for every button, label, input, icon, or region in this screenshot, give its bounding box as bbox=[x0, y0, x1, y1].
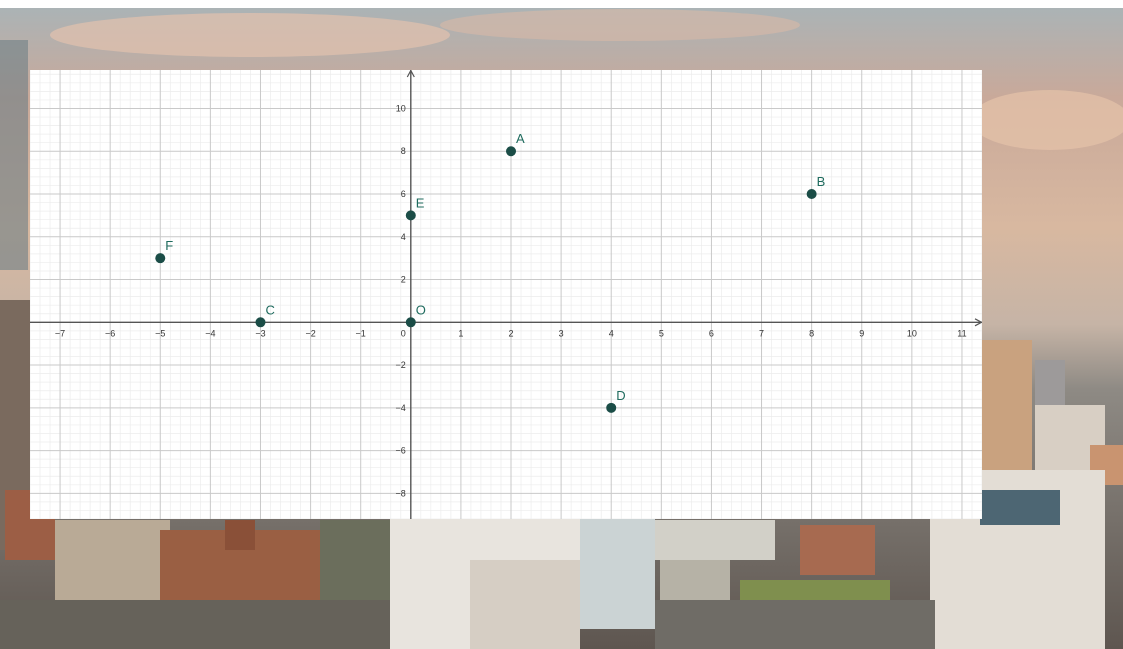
point-o bbox=[405, 317, 416, 328]
x-tick-label: −6 bbox=[105, 328, 115, 338]
coordinate-plane: −7 −6 −5 −4 −3 −2 −1 1 2 3 4 5 6 7 8 9 10 11 −8 −6 −4 −2 2 4 6 8 1… bbox=[30, 70, 982, 519]
x-tick-label: −3 bbox=[255, 328, 265, 338]
y-tick-label: 2 bbox=[401, 275, 406, 285]
y-tick-label: −4 bbox=[396, 403, 406, 413]
x-tick-label: 3 bbox=[559, 328, 564, 338]
point-label-e: E bbox=[416, 195, 425, 210]
x-tick-label: −2 bbox=[305, 328, 315, 338]
point-label-d: D bbox=[616, 388, 625, 403]
point-c bbox=[255, 317, 266, 328]
point-label-o: O bbox=[416, 302, 426, 317]
plotted-points: A B C D E F O bbox=[155, 131, 825, 413]
x-tick-label: 1 bbox=[458, 328, 463, 338]
point-label-c: C bbox=[265, 302, 274, 317]
x-axis-arrow bbox=[974, 318, 982, 327]
point-a bbox=[506, 146, 517, 157]
y-tick-label: −8 bbox=[396, 488, 406, 498]
x-tick-label: 7 bbox=[759, 328, 764, 338]
origin-tick-label: 0 bbox=[401, 328, 406, 338]
x-tick-label: 4 bbox=[609, 328, 614, 338]
point-e bbox=[405, 210, 416, 221]
x-tick-label: −7 bbox=[55, 328, 65, 338]
x-tick-label: 5 bbox=[659, 328, 664, 338]
major-gridlines bbox=[30, 70, 982, 519]
coordinate-graph-panel: −7 −6 −5 −4 −3 −2 −1 1 2 3 4 5 6 7 8 9 10 11 −8 −6 −4 −2 2 4 6 8 1… bbox=[30, 70, 982, 519]
point-label-b: B bbox=[817, 174, 826, 189]
y-tick-label: −6 bbox=[396, 446, 406, 456]
x-tick-label: −4 bbox=[205, 328, 215, 338]
y-tick-label: 8 bbox=[401, 146, 406, 156]
tick-labels: −7 −6 −5 −4 −3 −2 −1 1 2 3 4 5 6 7 8 9 10 11 −8 −6 −4 −2 2 4 6 8 1… bbox=[55, 103, 967, 498]
y-tick-label: 10 bbox=[396, 103, 406, 113]
x-tick-label: 2 bbox=[509, 328, 514, 338]
point-label-f: F bbox=[165, 238, 173, 253]
point-b bbox=[806, 189, 817, 200]
y-tick-label: 4 bbox=[401, 232, 406, 242]
y-tick-label: 6 bbox=[401, 189, 406, 199]
point-f bbox=[155, 253, 166, 264]
x-tick-label: 10 bbox=[907, 328, 917, 338]
y-tick-label: −2 bbox=[396, 360, 406, 370]
x-tick-label: −1 bbox=[356, 328, 366, 338]
x-tick-label: −5 bbox=[155, 328, 165, 338]
axes bbox=[30, 70, 982, 519]
point-label-a: A bbox=[516, 131, 525, 146]
point-d bbox=[606, 402, 617, 413]
x-tick-label: 11 bbox=[957, 328, 966, 338]
x-tick-label: 8 bbox=[809, 328, 814, 338]
x-tick-label: 6 bbox=[709, 328, 714, 338]
minor-gridlines bbox=[30, 70, 982, 519]
y-axis-arrow bbox=[406, 70, 415, 78]
x-tick-label: 9 bbox=[859, 328, 864, 338]
